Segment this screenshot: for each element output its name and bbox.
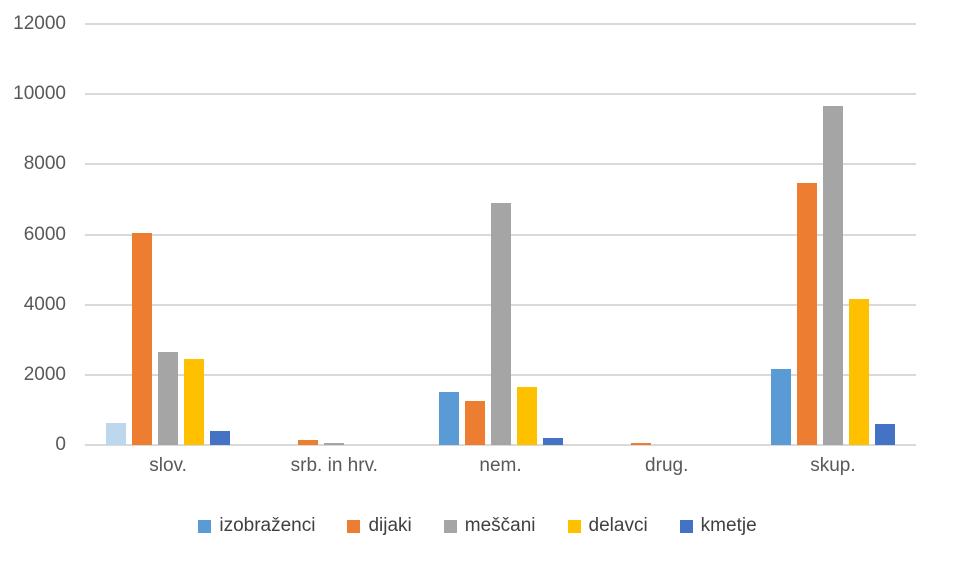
legend-swatch-icon	[347, 519, 361, 533]
bar	[490, 202, 511, 445]
bar-group	[417, 24, 583, 445]
y-axis-tick-label: 0	[55, 434, 66, 455]
x-axis-category-label: slov.	[149, 455, 187, 476]
bar-group	[85, 24, 251, 445]
bar-group	[750, 24, 916, 445]
legend-item: delavci	[567, 515, 648, 537]
y-axis-tick-label: 10000	[13, 83, 66, 105]
bar	[158, 352, 179, 445]
bar	[298, 440, 319, 445]
legend-item: dijaki	[347, 515, 412, 537]
legend-label: izobraženci	[219, 515, 316, 536]
legend-item: meščani	[443, 515, 536, 537]
legend-label: kmetje	[700, 515, 757, 536]
x-axis-labels: slov. srb. in hrv. nem. drug. skup.	[85, 455, 916, 477]
bar	[796, 183, 817, 445]
legend-label: dijaki	[368, 515, 412, 536]
bar	[822, 106, 843, 445]
bar	[210, 430, 231, 445]
bar	[770, 368, 791, 445]
x-axis-category-label: drug.	[645, 455, 689, 476]
bar	[184, 359, 205, 445]
gridline	[85, 93, 916, 96]
gridline	[85, 444, 916, 446]
bar	[516, 387, 537, 445]
legend-swatch-icon	[679, 519, 693, 533]
bar-group	[584, 24, 750, 445]
x-axis-category-label: skup.	[810, 455, 856, 476]
legend-swatch-icon	[567, 519, 581, 533]
bar	[132, 233, 153, 445]
legend: izobraženci dijaki meščani delavci kmetje	[0, 515, 955, 537]
gridline	[85, 23, 916, 25]
y-axis-tick-label: 4000	[23, 293, 66, 315]
bar	[542, 437, 563, 445]
bar	[848, 299, 869, 445]
legend-item: izobraženci	[198, 515, 315, 537]
y-axis-tick-label: 12000	[13, 13, 66, 34]
legend-swatch-icon	[198, 519, 212, 533]
legend-label: meščani	[464, 515, 536, 536]
legend-item: kmetje	[679, 515, 757, 537]
legend-label: delavci	[588, 515, 648, 536]
y-axis-tick-label: 2000	[23, 363, 66, 385]
plot-area	[85, 24, 916, 445]
bar	[630, 442, 651, 445]
bar-group	[251, 24, 417, 445]
bar	[106, 423, 127, 445]
gridline	[85, 163, 916, 166]
bar	[438, 392, 459, 445]
bar	[874, 423, 895, 445]
bar	[324, 442, 345, 445]
bar	[464, 401, 485, 445]
legend-swatch-icon	[443, 519, 457, 533]
y-axis-tick-label: 8000	[23, 153, 66, 175]
x-axis-category-label: srb. in hrv.	[290, 455, 378, 476]
x-axis-category-label: nem.	[479, 455, 522, 476]
y-axis-tick-label: 6000	[23, 223, 66, 245]
